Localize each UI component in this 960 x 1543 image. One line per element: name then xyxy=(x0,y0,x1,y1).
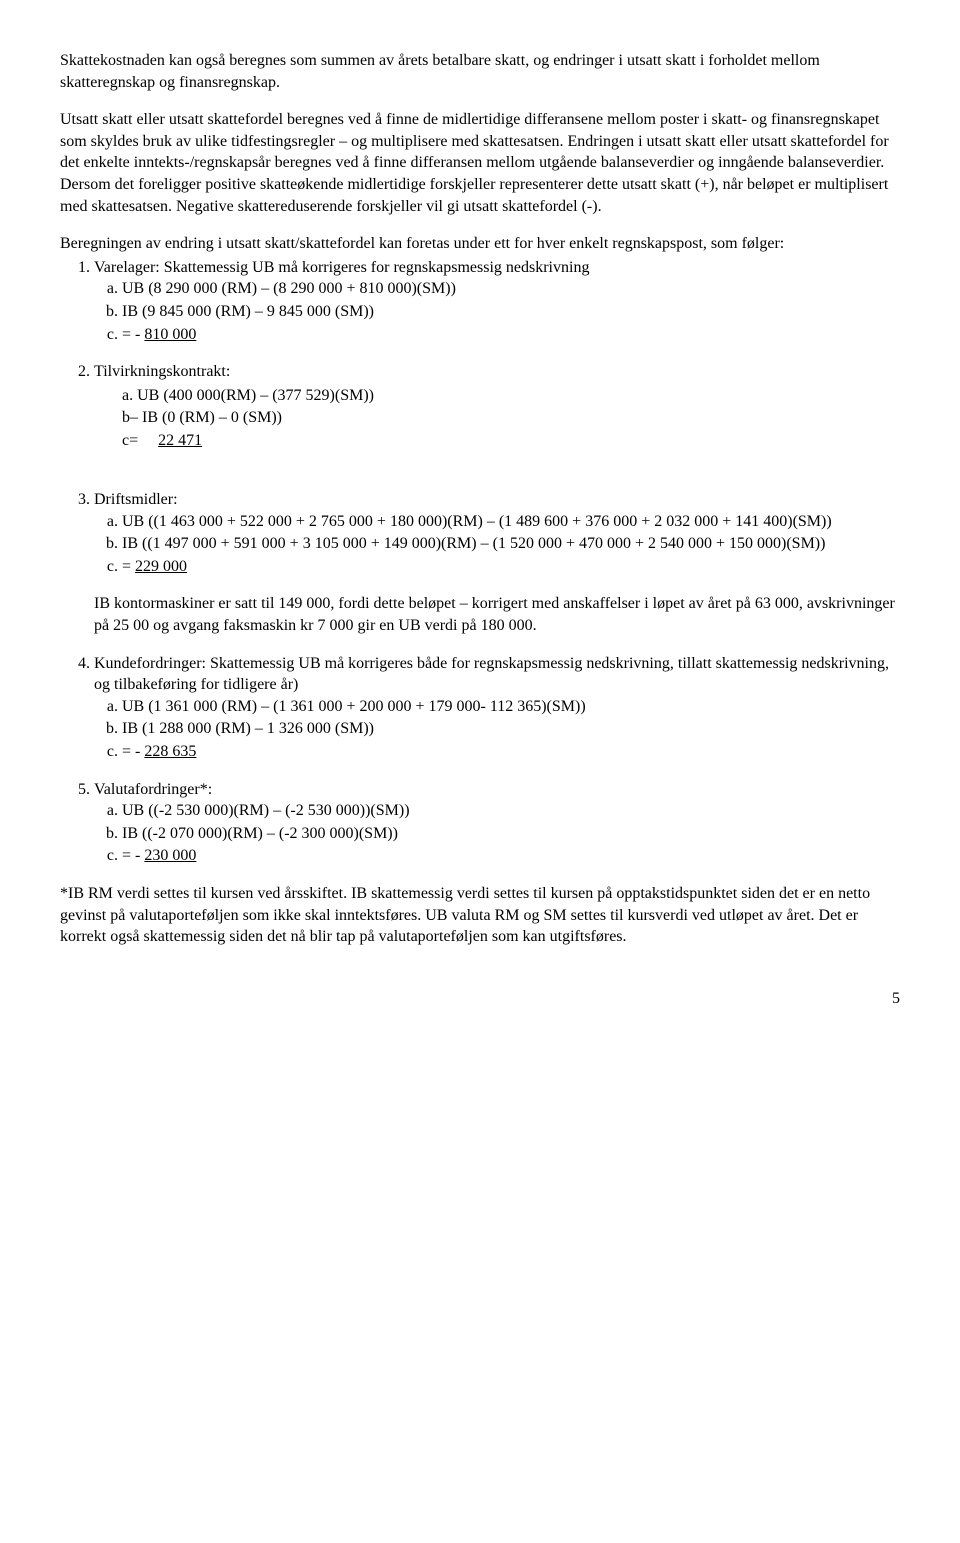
page-number: 5 xyxy=(60,988,900,1010)
list-item-5: Valutafordringer*: UB ((-2 530 000)(RM) … xyxy=(94,779,900,867)
item5-title: Valutafordringer*: xyxy=(94,781,212,798)
list-item-2: Tilvirkningskontrakt: xyxy=(94,361,900,383)
item3-c: = 229 000 xyxy=(122,556,900,578)
item4-a: UB (1 361 000 (RM) – (1 361 000 + 200 00… xyxy=(122,696,900,718)
item3-title: Driftsmidler: xyxy=(94,491,178,508)
item1-b: IB (9 845 000 (RM) – 9 845 000 (SM)) xyxy=(122,301,900,323)
intro-paragraph-2: Utsatt skatt eller utsatt skattefordel b… xyxy=(60,109,900,217)
item4-c: = - 228 635 xyxy=(122,741,900,763)
item4-title: Kundefordringer: Skattemessig UB må korr… xyxy=(94,655,889,694)
list-item-3: Driftsmidler: UB ((1 463 000 + 522 000 +… xyxy=(94,489,900,577)
item3-b: IB ((1 497 000 + 591 000 + 3 105 000 + 1… xyxy=(122,533,900,555)
item2-a: a. UB (400 000(RM) – (377 529)(SM)) xyxy=(122,385,900,407)
intro-paragraph-1: Skattekostnaden kan også beregnes som su… xyxy=(60,50,900,93)
item5-a: UB ((-2 530 000)(RM) – (-2 530 000))(SM)… xyxy=(122,800,900,822)
item1-a: UB (8 290 000 (RM) – (8 290 000 + 810 00… xyxy=(122,278,900,300)
list-item-1: Varelager: Skattemessig UB må korrigeres… xyxy=(94,257,900,345)
footnote-paragraph: *IB RM verdi settes til kursen ved årssk… xyxy=(60,883,900,948)
item5-c: = - 230 000 xyxy=(122,845,900,867)
item2-b: b– IB (0 (RM) – 0 (SM)) xyxy=(122,407,900,429)
item3-a: UB ((1 463 000 + 522 000 + 2 765 000 + 1… xyxy=(122,511,900,533)
item5-b: IB ((-2 070 000)(RM) – (-2 300 000)(SM)) xyxy=(122,823,900,845)
item1-title: Varelager: Skattemessig UB må korrigeres… xyxy=(94,259,589,276)
list-intro: Beregningen av endring i utsatt skatt/sk… xyxy=(60,233,900,255)
item1-c: = - 810 000 xyxy=(122,324,900,346)
item2-c: c= 22 471 xyxy=(122,430,900,452)
item4-b: IB (1 288 000 (RM) – 1 326 000 (SM)) xyxy=(122,718,900,740)
item2-title: Tilvirkningskontrakt: xyxy=(94,363,230,380)
ib-note: IB kontormaskiner er satt til 149 000, f… xyxy=(60,593,900,636)
list-item-4: Kundefordringer: Skattemessig UB må korr… xyxy=(94,653,900,763)
